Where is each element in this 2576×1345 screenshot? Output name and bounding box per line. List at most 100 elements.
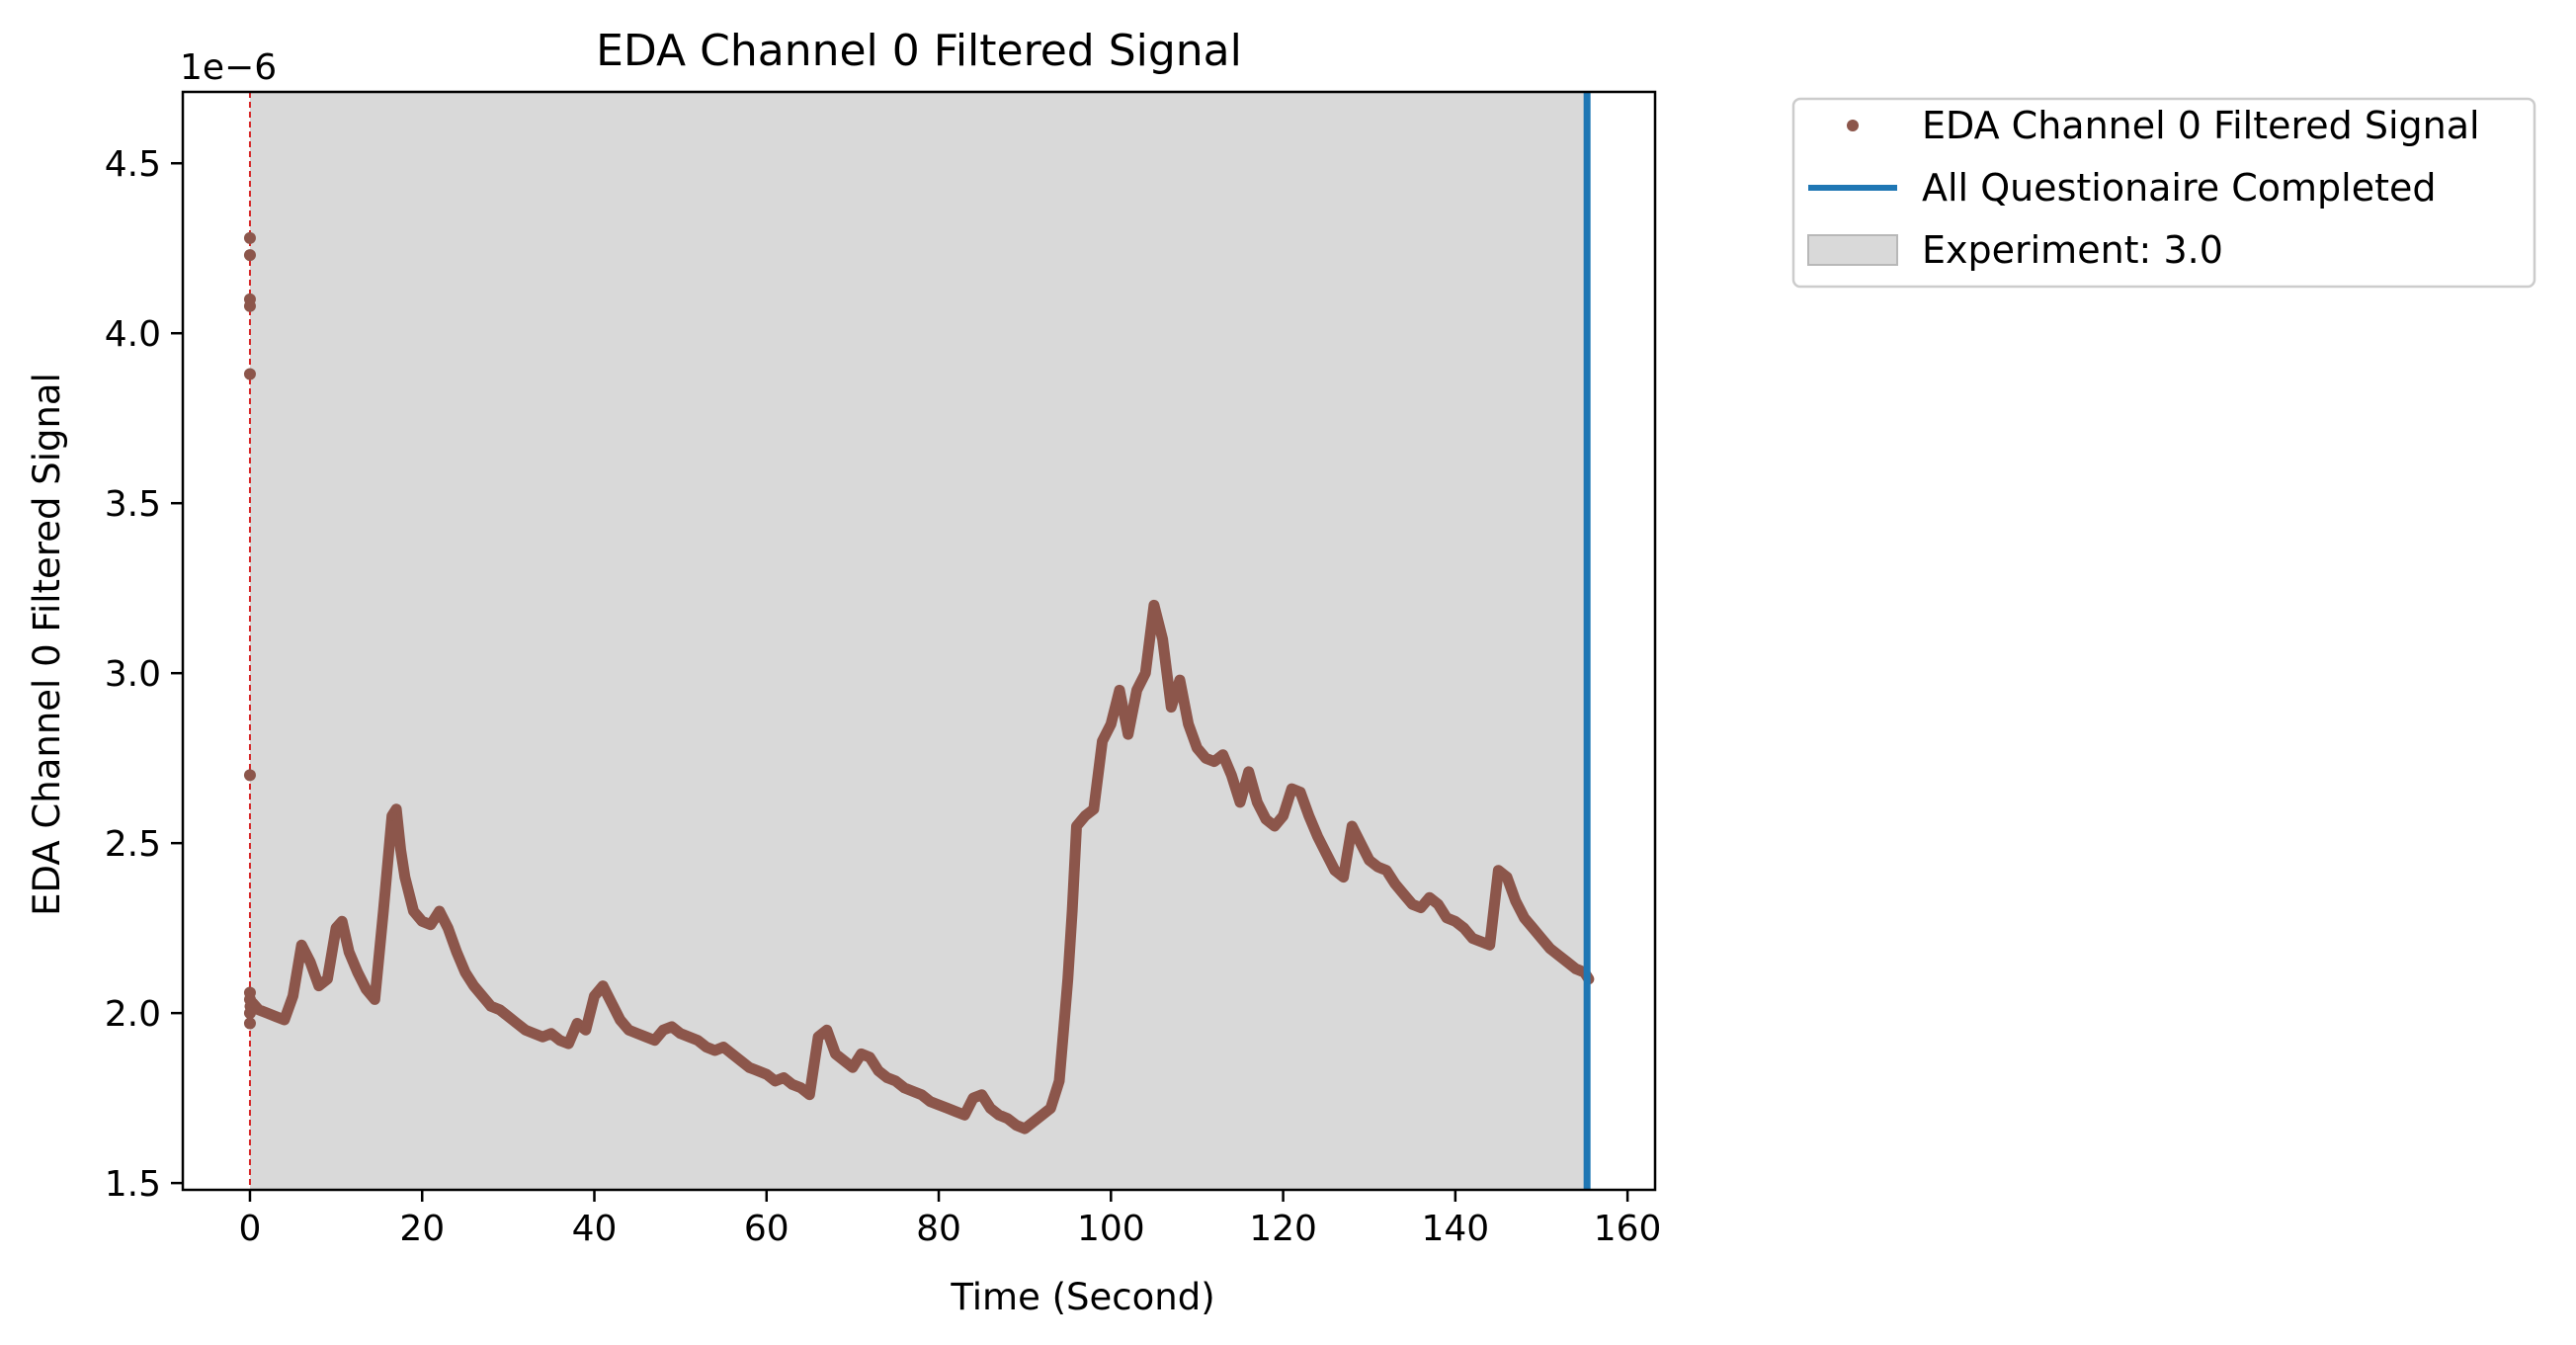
- signal-point: [1329, 865, 1340, 876]
- signal-point: [399, 872, 410, 883]
- signal-point: [1278, 810, 1288, 821]
- signal-point: [1252, 797, 1263, 807]
- signal-point: [296, 940, 307, 951]
- signal-point: [666, 1021, 677, 1032]
- x-tick-label: 100: [1077, 1209, 1145, 1249]
- signal-point: [1028, 1117, 1039, 1128]
- signal-point: [485, 1001, 496, 1012]
- signal-point: [1080, 810, 1091, 821]
- signal-point: [1528, 923, 1538, 934]
- y-tick-label: 3.0: [105, 654, 161, 695]
- y-scale-label: 1e−6: [180, 47, 277, 88]
- signal-point: [288, 990, 298, 1001]
- signal-point: [1347, 820, 1358, 831]
- signal-point: [847, 1062, 858, 1073]
- signal-point: [331, 923, 342, 934]
- legend-marker-icon: [1847, 120, 1859, 131]
- signal-point: [1544, 943, 1555, 954]
- signal-point: [1157, 633, 1168, 644]
- signal-point: [821, 1025, 832, 1036]
- signal-point: [477, 990, 488, 1001]
- y-tick-label: 1.5: [105, 1164, 161, 1205]
- signal-point: [649, 1035, 660, 1046]
- legend: EDA Channel 0 Filtered Signal All Questio…: [1791, 97, 2536, 289]
- signal-point: [563, 1039, 574, 1050]
- signal-point: [1148, 600, 1159, 611]
- signal-point: [452, 947, 462, 958]
- x-tick-label: 60: [744, 1209, 789, 1249]
- signal-point: [395, 845, 406, 856]
- y-tick-label: 3.5: [105, 484, 161, 525]
- signal-point: [675, 1028, 686, 1039]
- signal-point: [726, 1049, 737, 1059]
- signal-point: [994, 1110, 1005, 1121]
- signal-point: [1450, 916, 1460, 927]
- signal-point: [598, 980, 609, 991]
- signal-point: [1381, 865, 1392, 876]
- signal-point: [589, 990, 600, 1001]
- signal-point: [1071, 820, 1082, 831]
- signal-point: [1201, 753, 1211, 764]
- signal-point: [1433, 899, 1444, 910]
- x-tick-label: 160: [1594, 1209, 1662, 1249]
- signal-point: [512, 1018, 523, 1029]
- signal-point: [538, 1032, 548, 1043]
- experiment-span: [249, 92, 1588, 1190]
- signal-point: [1484, 940, 1495, 951]
- signal-point: [916, 1089, 927, 1100]
- signal-point: [1312, 831, 1323, 842]
- signal-point: [408, 905, 419, 916]
- signal-point: [1067, 905, 1078, 916]
- signal-point: [1097, 735, 1108, 746]
- signal-point: [942, 1103, 953, 1114]
- signal-point: [839, 1055, 850, 1066]
- signal-point: [1510, 895, 1521, 906]
- signal-point: [443, 923, 454, 934]
- signal-point: [1235, 797, 1246, 807]
- x-tick-label: 80: [916, 1209, 961, 1249]
- signal-point: [391, 803, 402, 814]
- signal-point: [434, 905, 445, 916]
- x-tick-label: 20: [399, 1209, 445, 1249]
- spike-point: [243, 1017, 256, 1030]
- signal-point: [1054, 1075, 1065, 1086]
- signal-point: [1226, 770, 1237, 781]
- y-tick-label: 2.5: [105, 824, 161, 865]
- signal-point: [881, 1072, 892, 1083]
- x-axis-title: Time (Second): [950, 1276, 1214, 1318]
- signal-point: [1389, 879, 1400, 889]
- signal-point: [1217, 749, 1228, 760]
- legend-label: Experiment: 3.0: [1922, 228, 2223, 272]
- signal-point: [770, 1075, 781, 1086]
- signal-point: [693, 1035, 704, 1046]
- signal-point: [580, 1025, 591, 1036]
- signal-point: [1303, 810, 1314, 821]
- x-tick-label: 140: [1421, 1209, 1489, 1249]
- signal-point: [572, 1018, 583, 1029]
- signal-point: [253, 1004, 264, 1015]
- signal-point: [623, 1025, 634, 1036]
- signal-point: [907, 1086, 918, 1097]
- signal-point: [1175, 675, 1186, 686]
- signal-point: [761, 1069, 772, 1080]
- signal-point: [718, 1042, 729, 1052]
- signal-point: [1321, 848, 1332, 859]
- spike-point: [243, 993, 256, 1006]
- signal-point: [1519, 912, 1530, 923]
- spike-point: [243, 299, 256, 312]
- signal-point: [701, 1042, 711, 1052]
- signal-point: [856, 1049, 867, 1059]
- plot-frame: [181, 90, 1657, 1192]
- signal-point: [545, 1028, 556, 1039]
- signal-point: [640, 1032, 651, 1043]
- axes: 0 20 40 60 80 100 120 140 160 1.5 2.0 2.5 3.0 3.5 4.0 4…: [105, 90, 1662, 1249]
- signal-point: [890, 1075, 901, 1086]
- signal-point: [632, 1028, 643, 1039]
- signal-point: [606, 997, 617, 1008]
- signal-point: [1088, 803, 1099, 814]
- signal-point: [313, 980, 324, 991]
- signal-point: [1045, 1103, 1056, 1114]
- signal-point: [1398, 888, 1409, 899]
- signal-point: [337, 916, 348, 927]
